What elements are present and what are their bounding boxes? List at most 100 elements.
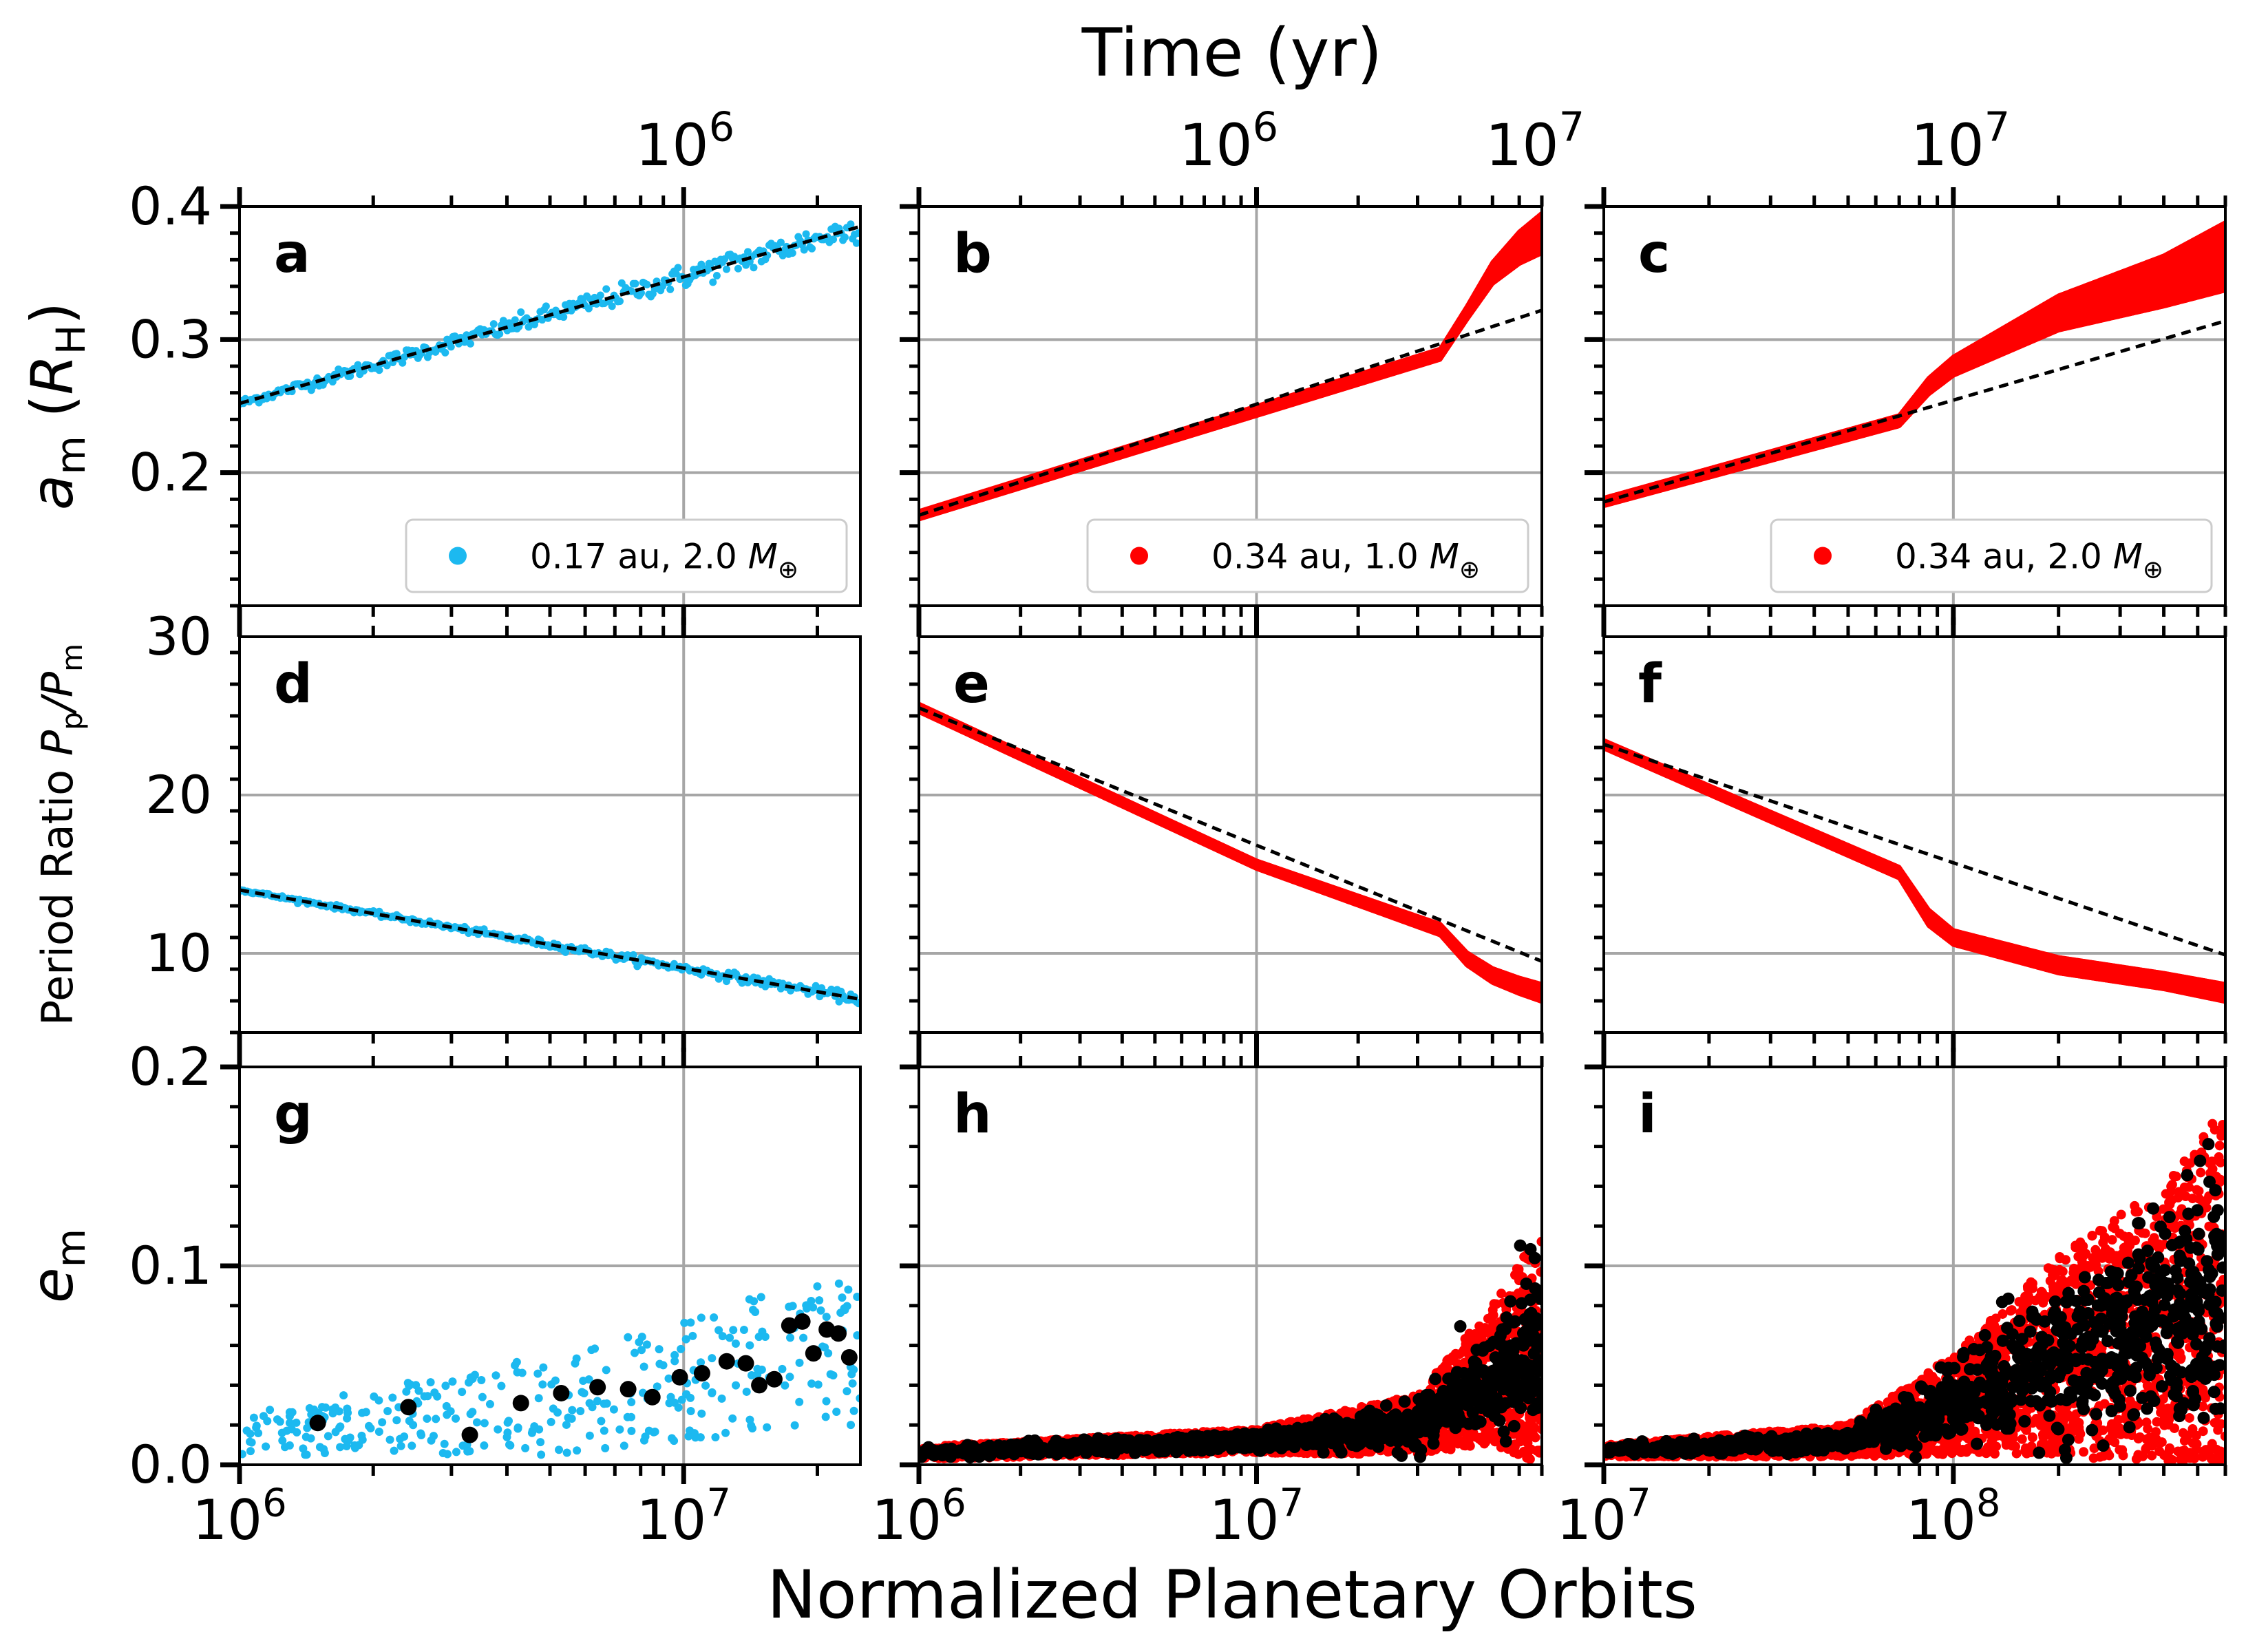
data-point [849, 1406, 858, 1415]
data-point [631, 1348, 639, 1357]
data-layer [240, 220, 860, 408]
data-point [802, 230, 810, 238]
data-point [674, 1403, 683, 1412]
data-point [537, 1450, 546, 1459]
data-point [723, 265, 731, 273]
data-point [331, 1403, 340, 1412]
data-point [350, 1443, 359, 1452]
data-point [822, 1397, 831, 1406]
data-point [458, 1441, 467, 1450]
data-point [441, 1381, 450, 1390]
data-point [847, 220, 855, 229]
data-point [714, 1326, 723, 1335]
trend-line [919, 706, 1542, 963]
data-point [732, 1381, 741, 1390]
data-point [503, 1428, 512, 1437]
trend-line [1604, 743, 2225, 957]
data-point [596, 291, 604, 299]
data-point [686, 1406, 695, 1415]
data-point [324, 1432, 332, 1441]
data-point [745, 1341, 754, 1350]
data-point [643, 280, 651, 288]
data-point [278, 1436, 287, 1445]
data-point [576, 1407, 585, 1416]
data-point [407, 1441, 416, 1450]
data-point [547, 1417, 555, 1426]
data-point [416, 1430, 425, 1439]
data-point [731, 1339, 740, 1348]
bottom-axis-title: Normalized Planetary Orbits [767, 1556, 1697, 1633]
mean-point [781, 1317, 798, 1334]
data-point [627, 1398, 636, 1407]
mean-point [737, 1355, 754, 1372]
axes-frame [1602, 635, 2227, 1034]
data-point [728, 1414, 737, 1423]
data-point [423, 1415, 432, 1423]
data-point [725, 1333, 734, 1342]
data-point [496, 330, 504, 338]
data-point [835, 997, 843, 1006]
axes-frame [918, 635, 1543, 1034]
data-point [299, 1444, 308, 1453]
top-axis-title: Time (yr) [1081, 14, 1383, 92]
data-point [684, 1432, 693, 1441]
data-point [677, 1344, 686, 1353]
data-point [822, 1313, 831, 1322]
data-point [800, 246, 808, 254]
data-point [790, 1421, 799, 1430]
data-point [602, 1366, 611, 1375]
data-point [259, 1412, 268, 1421]
y-tick-label: 30 [145, 606, 212, 667]
data-point [721, 1428, 730, 1437]
data-point [813, 1282, 822, 1291]
axes-frame [238, 635, 862, 1034]
data-point [273, 1415, 282, 1424]
data-point [402, 1387, 411, 1396]
data-point [763, 1423, 772, 1432]
data-point [840, 1304, 849, 1313]
data-point [753, 1364, 762, 1373]
data-point [468, 1408, 477, 1417]
data-point [463, 1447, 472, 1456]
data-point [756, 1293, 765, 1302]
data-point [848, 1379, 857, 1388]
data-point [653, 1382, 661, 1391]
y-tick-label: 0.0 [129, 1434, 212, 1495]
legend-text: 0.34 au, 1.0 M⊕ [1211, 537, 1480, 584]
data-point [843, 1387, 851, 1396]
data-point [375, 366, 383, 374]
data-point [560, 313, 568, 321]
data-point [249, 1413, 258, 1422]
data-point [246, 1447, 255, 1456]
data-point [494, 1425, 502, 1434]
data-point [840, 233, 849, 242]
data-point [310, 1408, 319, 1417]
data-point [341, 1434, 350, 1443]
data-point [816, 1306, 825, 1315]
legend-box [405, 518, 848, 593]
data-point [336, 1443, 345, 1452]
data-point [374, 1427, 383, 1436]
data-point [803, 1304, 812, 1313]
data-point [564, 1413, 573, 1422]
data-point [682, 1390, 691, 1399]
data-point [637, 1333, 646, 1342]
data-point [301, 1432, 310, 1441]
data-point [538, 316, 547, 324]
data-point [637, 1346, 646, 1355]
data-point [761, 1332, 770, 1341]
data-point [674, 264, 682, 272]
data-point [240, 1450, 246, 1459]
data-point [666, 285, 675, 293]
data-point [497, 1381, 506, 1390]
data-point [478, 1392, 487, 1401]
data-point [339, 1391, 348, 1400]
panel-label: g [274, 1083, 312, 1145]
data-point [847, 1421, 856, 1430]
data-point [458, 1388, 467, 1397]
mean-point [718, 1353, 735, 1370]
data-point [629, 951, 637, 959]
data-point [808, 244, 816, 253]
data-point [781, 1381, 790, 1390]
data-point [401, 353, 409, 361]
